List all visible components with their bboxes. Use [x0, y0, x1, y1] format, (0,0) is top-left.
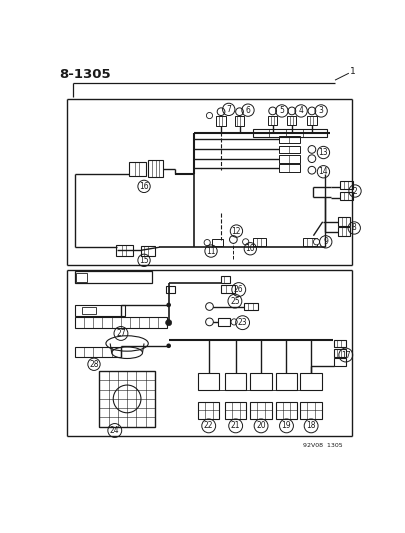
Text: 25: 25 [230, 297, 240, 305]
Bar [268, 116, 277, 125]
Circle shape [308, 155, 316, 163]
Text: 5: 5 [279, 107, 284, 116]
Text: 19: 19 [281, 422, 291, 430]
Text: 7: 7 [226, 105, 231, 114]
Text: 28: 28 [89, 360, 99, 369]
Circle shape [288, 107, 296, 115]
Text: 11: 11 [206, 247, 216, 255]
Circle shape [308, 107, 316, 115]
Bar [250, 402, 272, 419]
Text: 4: 4 [298, 107, 304, 116]
Text: 27: 27 [116, 329, 126, 338]
Bar [141, 246, 155, 256]
Bar [198, 373, 220, 390]
Text: 3: 3 [319, 107, 324, 116]
Circle shape [231, 319, 237, 325]
Bar [212, 239, 223, 246]
Bar [83, 308, 96, 314]
Bar [198, 402, 220, 419]
Bar [225, 373, 247, 390]
Bar [279, 146, 301, 154]
Bar [75, 317, 167, 328]
Circle shape [308, 146, 316, 154]
Text: 12: 12 [232, 227, 241, 236]
Circle shape [313, 239, 320, 245]
Bar [76, 273, 87, 282]
Text: 23: 23 [238, 318, 247, 327]
Bar [279, 164, 301, 172]
Circle shape [166, 303, 171, 308]
Circle shape [230, 236, 237, 244]
Text: 8: 8 [352, 223, 357, 232]
Text: 20: 20 [256, 422, 266, 430]
Bar [250, 373, 272, 390]
Text: 16: 16 [139, 182, 149, 191]
Bar [340, 181, 353, 189]
Bar [75, 305, 125, 316]
Bar [235, 116, 244, 126]
Text: 22: 22 [204, 422, 213, 430]
Text: 18: 18 [306, 422, 316, 430]
Bar [216, 116, 226, 126]
Text: 14: 14 [319, 167, 328, 176]
Text: 8-1305: 8-1305 [60, 68, 111, 81]
Circle shape [206, 318, 213, 326]
Circle shape [243, 239, 249, 245]
Circle shape [204, 239, 210, 246]
Bar [99, 371, 155, 426]
Circle shape [217, 108, 225, 116]
Bar [75, 346, 121, 357]
Bar [129, 161, 145, 175]
Bar [301, 373, 322, 390]
Bar [254, 130, 326, 137]
Bar [340, 192, 353, 200]
Text: 6: 6 [245, 106, 250, 115]
Text: 10: 10 [245, 244, 255, 253]
Circle shape [308, 166, 316, 174]
Bar [338, 227, 350, 236]
Circle shape [166, 343, 171, 348]
Bar [301, 402, 322, 419]
Bar [279, 135, 301, 143]
Bar [279, 155, 301, 163]
Bar [334, 349, 346, 357]
Bar [276, 373, 297, 390]
Bar [287, 116, 296, 125]
Circle shape [207, 112, 213, 119]
Bar [334, 340, 346, 348]
Bar [307, 116, 317, 125]
Text: 15: 15 [139, 256, 149, 265]
Bar [218, 318, 230, 326]
Bar [244, 303, 258, 310]
Text: 2: 2 [353, 187, 357, 196]
Circle shape [269, 107, 277, 115]
Bar [338, 217, 350, 225]
Circle shape [166, 320, 172, 326]
Bar [116, 245, 133, 256]
Bar [148, 160, 163, 177]
Text: 26: 26 [234, 285, 243, 294]
Circle shape [206, 303, 213, 310]
Bar [303, 238, 317, 246]
Bar [166, 286, 175, 294]
Bar [276, 402, 297, 419]
Text: 24: 24 [110, 426, 119, 435]
Text: 9: 9 [323, 237, 328, 246]
Bar [221, 276, 230, 284]
Bar [225, 402, 247, 419]
Circle shape [236, 108, 243, 116]
Bar [221, 285, 235, 294]
Text: 13: 13 [319, 148, 328, 157]
Bar [334, 358, 346, 366]
Bar [75, 271, 152, 284]
Bar [254, 238, 266, 246]
Text: 21: 21 [231, 422, 241, 430]
Text: 1: 1 [350, 67, 356, 76]
Text: 92V08  1305: 92V08 1305 [303, 442, 343, 448]
Text: 17: 17 [341, 351, 351, 360]
